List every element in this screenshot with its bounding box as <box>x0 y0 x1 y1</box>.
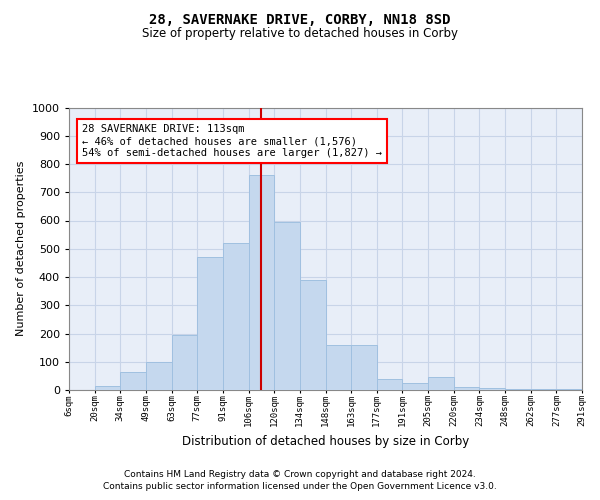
Text: 28 SAVERNAKE DRIVE: 113sqm
← 46% of detached houses are smaller (1,576)
54% of s: 28 SAVERNAKE DRIVE: 113sqm ← 46% of deta… <box>82 124 382 158</box>
Bar <box>479 388 505 390</box>
Bar <box>505 389 531 390</box>
Text: Size of property relative to detached houses in Corby: Size of property relative to detached ho… <box>142 28 458 40</box>
Bar <box>428 378 454 390</box>
Y-axis label: Number of detached properties: Number of detached properties <box>16 161 26 336</box>
Bar <box>274 222 300 390</box>
Bar <box>556 388 582 390</box>
Text: 28, SAVERNAKE DRIVE, CORBY, NN18 8SD: 28, SAVERNAKE DRIVE, CORBY, NN18 8SD <box>149 12 451 26</box>
Bar <box>146 362 172 390</box>
Bar <box>403 383 428 390</box>
Bar <box>325 345 351 390</box>
Bar <box>121 372 146 390</box>
Bar <box>95 386 121 390</box>
Bar <box>223 243 248 390</box>
Bar <box>351 345 377 390</box>
Text: Contains HM Land Registry data © Crown copyright and database right 2024.: Contains HM Land Registry data © Crown c… <box>124 470 476 479</box>
Bar <box>454 387 479 390</box>
Bar <box>172 335 197 390</box>
Bar <box>197 257 223 390</box>
X-axis label: Distribution of detached houses by size in Corby: Distribution of detached houses by size … <box>182 434 469 448</box>
Text: Contains public sector information licensed under the Open Government Licence v3: Contains public sector information licen… <box>103 482 497 491</box>
Bar <box>248 176 274 390</box>
Bar <box>377 378 403 390</box>
Bar <box>300 280 325 390</box>
